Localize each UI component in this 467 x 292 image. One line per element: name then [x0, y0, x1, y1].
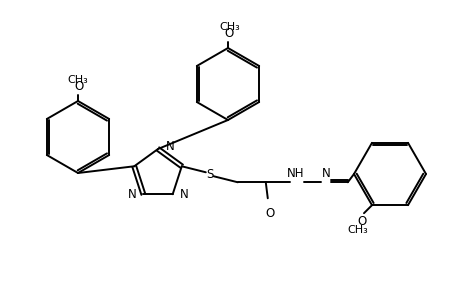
Text: O: O — [265, 207, 275, 220]
Text: N: N — [321, 167, 330, 180]
Text: S: S — [206, 168, 213, 181]
Text: NH: NH — [287, 167, 304, 180]
Text: N: N — [127, 188, 136, 201]
Text: O: O — [357, 215, 367, 228]
Text: CH₃: CH₃ — [347, 225, 368, 235]
Text: O: O — [74, 80, 84, 93]
Text: CH₃: CH₃ — [219, 22, 241, 32]
Text: N: N — [180, 188, 189, 201]
Text: O: O — [224, 27, 234, 40]
Text: N: N — [166, 140, 175, 152]
Text: CH₃: CH₃ — [68, 75, 88, 85]
